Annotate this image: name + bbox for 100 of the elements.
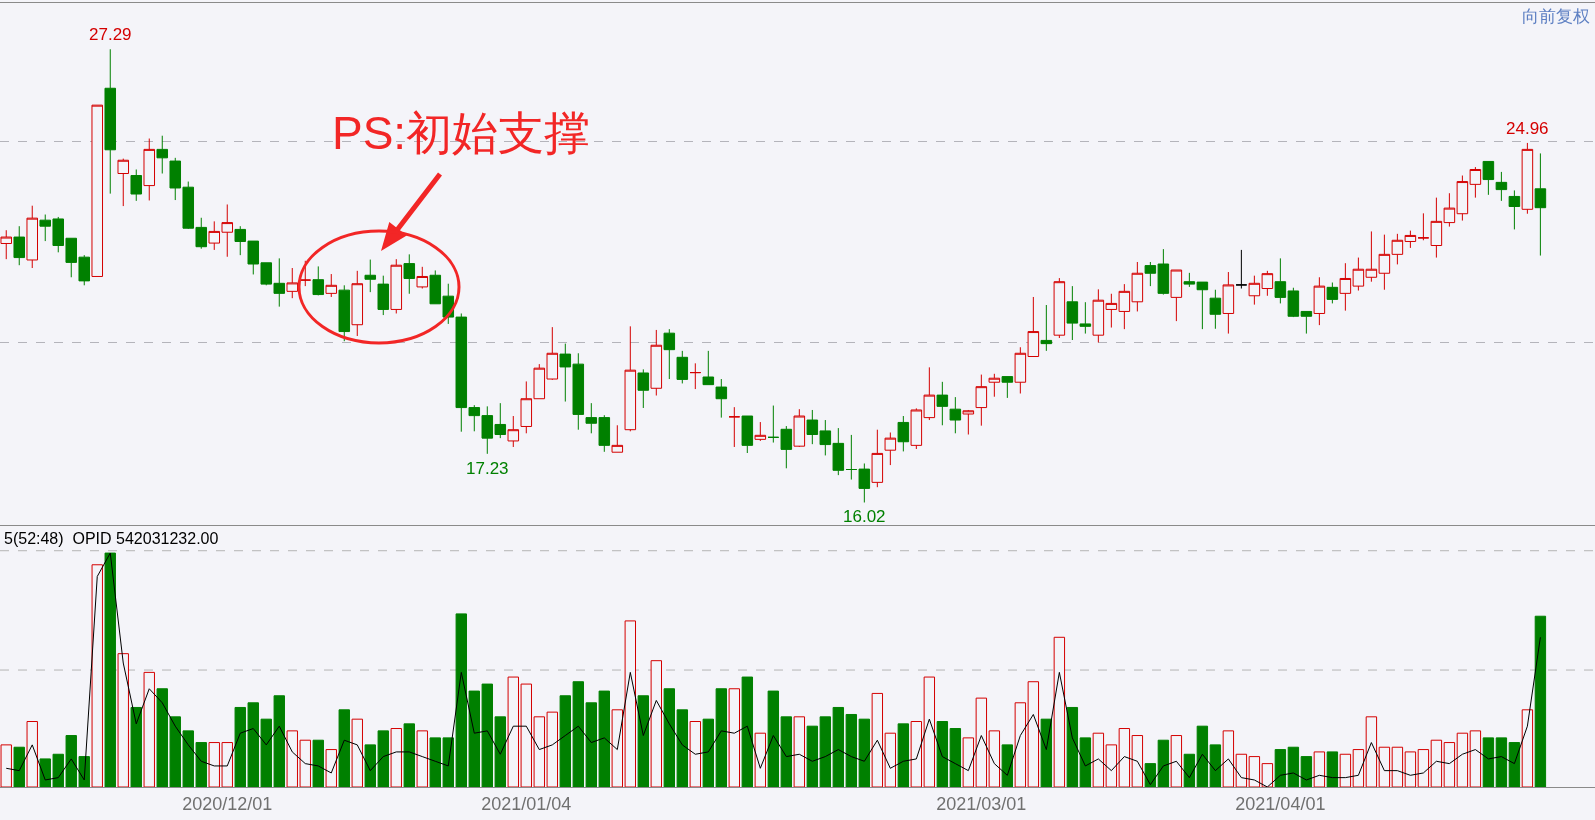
bar [754,732,767,787]
candlestick [884,432,897,466]
candlestick [1001,376,1014,399]
annotation: PS:初始支撑 [332,107,591,159]
annotation: 16.02 [843,507,886,526]
candlestick [611,424,624,453]
bar [1456,732,1469,787]
candlestick [364,259,377,293]
bar [1417,749,1430,787]
bar [637,695,650,787]
candlestick [104,48,117,195]
candlestick [988,373,1001,398]
bar [1469,730,1482,787]
candlestick [676,350,689,384]
bar [1222,730,1235,787]
candlestick [1508,189,1521,230]
bar [1521,709,1534,787]
candlestick [1040,304,1053,352]
bar [1313,751,1326,787]
x-tick-label: 2021/01/04 [481,793,572,814]
candlestick [871,429,884,488]
bar [1131,735,1144,787]
candlestick [975,374,988,427]
x-tick-label: 2021/03/01 [936,793,1027,814]
candlestick [728,406,741,448]
bar [26,721,38,787]
bar [117,653,129,787]
candlestick [650,329,663,397]
bar [793,716,806,787]
bar [351,718,363,787]
candlestick [793,408,806,448]
bar [1248,756,1261,787]
candlestick [663,328,676,380]
candlestick [637,368,650,409]
candlestick [507,415,520,448]
bar [338,709,350,787]
candlestick [13,225,26,266]
candlestick [130,168,143,202]
candlestick [1326,282,1339,304]
bar [1287,746,1300,787]
bar [728,688,741,787]
candlestick [299,260,312,287]
candlestick [715,378,728,419]
candlestick [338,284,351,342]
bar [1300,756,1313,787]
bar [1196,725,1209,787]
bar [1105,744,1118,787]
bar [312,739,324,787]
bar [689,721,702,787]
bar [650,660,663,787]
candlestick [156,135,169,175]
candlestick [754,421,767,442]
candlestick [1521,142,1534,215]
candlestick [26,205,39,269]
candlestick [286,267,299,299]
bar [1508,742,1521,787]
candlestick [1495,171,1508,202]
annotation: 向前复权 [1522,7,1590,26]
bar [325,749,337,787]
bar [143,671,155,787]
x-tick-label: 2020/12/01 [182,793,273,814]
bar [1118,728,1131,787]
bar [1378,746,1391,787]
bar [390,728,402,787]
candlestick [416,266,429,290]
bar [130,706,142,787]
bar [1404,751,1417,787]
bar [1430,739,1443,787]
candlestick [1209,289,1222,330]
candlestick [1313,276,1326,326]
candlestick [117,158,130,207]
candlestick [325,273,338,298]
bar [1339,753,1352,787]
bar [1352,749,1365,787]
bar [1001,744,1014,787]
bar [897,723,910,787]
bar [13,746,25,787]
candlestick [1053,277,1066,339]
bar [1079,737,1092,787]
candlestick [377,275,390,316]
candlestick [702,350,715,386]
bar [1066,706,1079,787]
candlestick [741,415,754,454]
bar [1443,742,1456,787]
bar [1482,737,1495,787]
candlestick [1482,160,1495,196]
candlestick [403,253,416,295]
annotation: 27.29 [89,25,132,44]
bar [1235,753,1248,787]
candlestick [91,104,104,277]
candlestick [143,138,156,201]
candlestick [949,396,962,434]
candlestick [624,325,637,432]
candlestick [962,409,975,436]
chart-title: 5(52:48) OPID 542031232.00 [4,530,219,547]
candlestick [1534,152,1547,257]
bar [104,552,116,787]
bar [403,723,415,787]
bar [1365,716,1378,787]
bar [1261,763,1274,787]
